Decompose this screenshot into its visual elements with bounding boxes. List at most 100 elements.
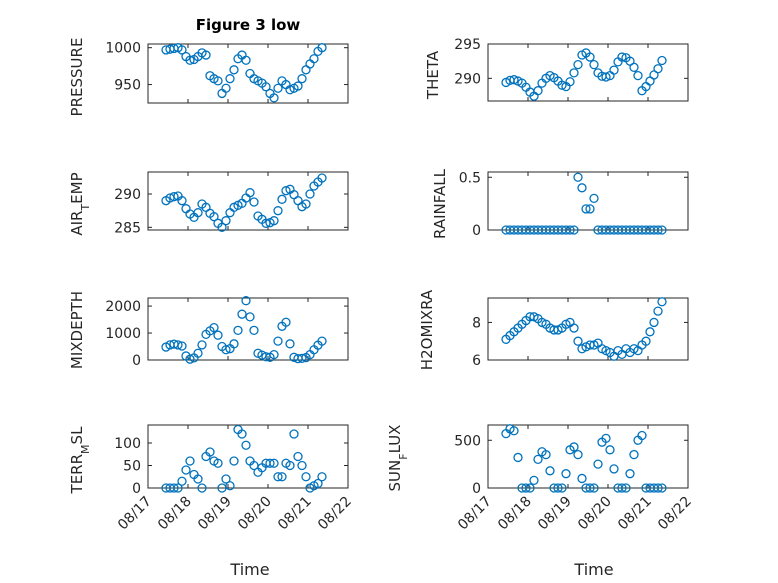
data-point [521, 483, 531, 493]
data-point [193, 348, 203, 358]
data-point [221, 345, 231, 355]
label-part: EMP [68, 172, 86, 203]
data-point [201, 50, 211, 60]
data-point [269, 458, 279, 468]
y-axis-label: RAINFALL [431, 168, 449, 239]
data-point [277, 472, 287, 482]
data-point [573, 59, 583, 70]
y-axis-label: PRESSURE [68, 38, 86, 117]
data-point [173, 340, 183, 350]
data-point [293, 81, 303, 91]
data-point [585, 204, 595, 214]
data-point [285, 339, 295, 349]
data-point [185, 55, 195, 65]
data-point [585, 52, 595, 62]
data-point [237, 429, 247, 439]
y-tick-label: 0 [132, 481, 141, 497]
label-subscript: M [79, 444, 92, 454]
data-point [269, 216, 279, 226]
data-point [197, 483, 207, 493]
data-point [557, 483, 567, 493]
y-tick-label: 295 [454, 37, 481, 53]
y-tick-label: 500 [454, 433, 481, 449]
data-point [633, 70, 643, 81]
data-point [561, 469, 571, 479]
data-point [525, 483, 535, 493]
data-point [297, 460, 307, 471]
data-point [545, 466, 555, 476]
subplot-2: 285 290 AIRTEMP [68, 171, 349, 236]
data-point [621, 483, 631, 493]
x-axis-label-left: Time [229, 560, 269, 579]
data-point [581, 204, 591, 214]
data-point [249, 197, 259, 207]
data-point [297, 353, 307, 364]
y-tick-label: 285 [114, 220, 141, 236]
data-point [609, 464, 619, 474]
axes-box [147, 43, 349, 104]
data-point [281, 317, 291, 327]
data-point [177, 196, 187, 206]
data-point [645, 327, 655, 337]
data-point [309, 54, 319, 64]
data-point [233, 325, 243, 335]
data-point [289, 429, 299, 439]
data-point [653, 64, 663, 74]
data-point [261, 218, 271, 228]
data-point [273, 206, 283, 216]
data-point [617, 52, 627, 62]
data-point [225, 481, 235, 491]
label-part: AIR [68, 211, 86, 236]
figure-title: Figure 3 low [196, 16, 301, 34]
data-point [193, 208, 203, 218]
data-point [553, 483, 563, 493]
subplot-5: 6 8 H2OMIXRA [418, 289, 689, 370]
data-point [657, 297, 667, 307]
data-point [317, 173, 327, 183]
data-point [653, 225, 663, 235]
data-point [653, 483, 663, 493]
y-tick-label: 8 [472, 315, 481, 331]
data-point [589, 59, 599, 70]
data-point [649, 317, 659, 328]
data-point [229, 65, 239, 75]
axes-box [487, 424, 689, 489]
y-tick-label: 290 [454, 71, 481, 87]
data-point [533, 454, 543, 465]
data-point [305, 189, 315, 199]
data-point [273, 336, 283, 346]
data-point [169, 192, 179, 202]
y-tick-label: 0 [132, 353, 141, 369]
data-point [229, 456, 239, 466]
y-tick-label: 0 [472, 223, 481, 239]
data-point [249, 325, 259, 335]
data-point [237, 309, 247, 319]
data-point [177, 45, 187, 55]
data-point [509, 426, 519, 436]
label-subscript: F [397, 453, 410, 459]
label-part: TERR [68, 454, 86, 495]
data-point [273, 472, 283, 482]
data-point [565, 77, 575, 87]
subplot-0: 950 1000 PRESSURE [68, 38, 349, 117]
data-point [529, 475, 539, 486]
data-point [285, 85, 295, 95]
axes-box [487, 171, 689, 231]
data-point [273, 83, 283, 93]
data-point [185, 354, 195, 364]
data-point [261, 82, 271, 92]
data-point [573, 449, 583, 460]
data-point [565, 225, 575, 235]
data-point [213, 330, 223, 340]
data-point [213, 76, 223, 86]
data-point [185, 456, 195, 466]
data-point [657, 225, 667, 235]
data-point [173, 483, 183, 493]
label-subscript: T [79, 204, 92, 212]
y-tick-label: 50 [123, 459, 141, 475]
data-point [193, 474, 203, 484]
data-point [509, 75, 519, 85]
data-point [205, 447, 215, 457]
data-point [569, 68, 579, 78]
data-point [601, 72, 611, 82]
